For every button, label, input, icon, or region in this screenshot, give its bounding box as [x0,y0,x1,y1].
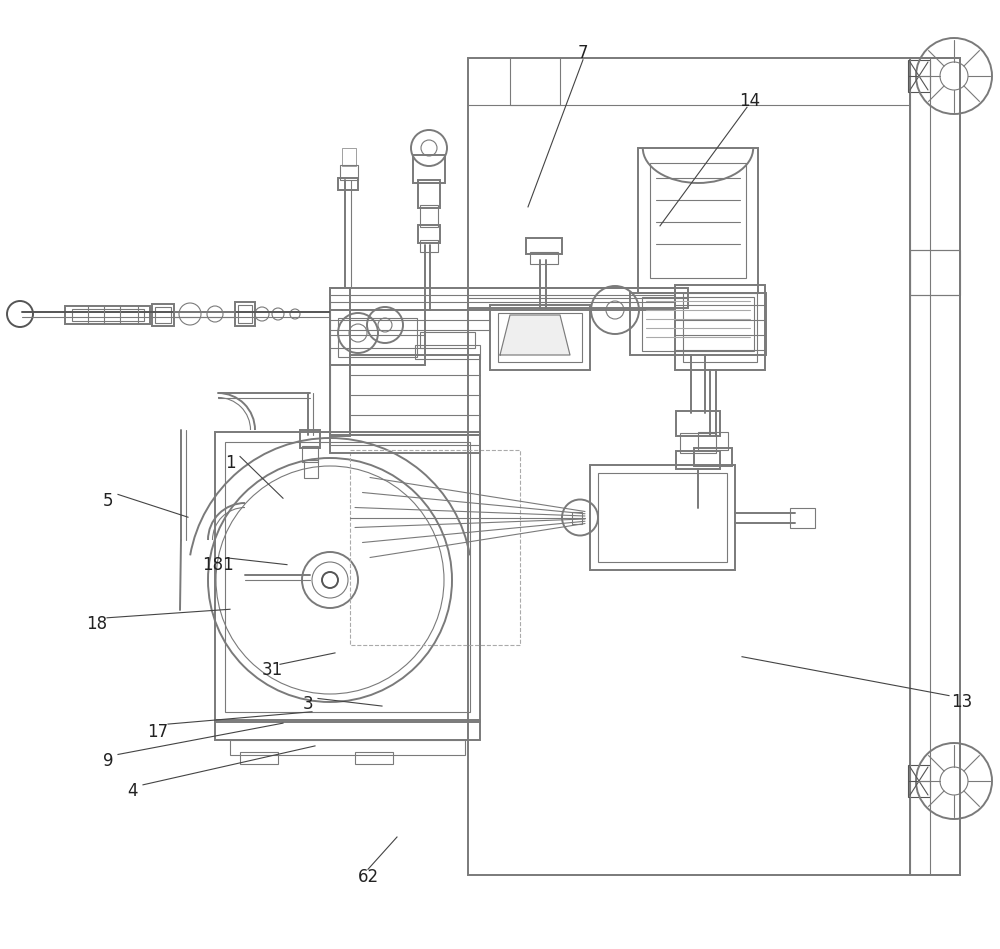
Text: 4: 4 [128,783,138,800]
Text: 5: 5 [103,493,113,510]
Bar [468,288,688,308]
Bar [420,332,475,348]
Text: 9: 9 [103,753,113,770]
Text: 31: 31 [261,661,283,679]
Bar [683,293,757,362]
Bar [675,285,765,370]
Bar [302,446,318,462]
Bar [418,180,440,208]
Bar [304,460,318,478]
Bar [642,297,754,351]
Bar [355,752,393,764]
Bar [590,465,735,570]
Bar [65,306,150,324]
Bar [468,58,960,875]
Text: 7: 7 [578,45,588,62]
Bar [910,250,960,295]
Bar [694,448,732,466]
Bar [418,225,440,243]
Bar [235,302,255,326]
Bar [572,512,582,524]
Bar [238,305,252,323]
Bar [330,435,480,453]
Bar [72,309,144,321]
Bar [300,430,320,448]
Text: 17: 17 [147,723,169,740]
Bar [910,58,960,875]
Bar [630,293,766,355]
Bar [342,148,356,166]
Bar [598,473,727,562]
Bar [350,450,520,645]
Polygon shape [500,315,570,355]
Bar [330,310,425,365]
Bar [215,720,480,740]
Bar [215,432,480,722]
Bar [790,508,815,528]
Bar [338,178,358,190]
Bar [650,163,746,278]
Bar [526,238,562,254]
Text: 62: 62 [357,868,379,885]
Bar [225,442,470,712]
Bar [498,313,582,362]
Text: 18: 18 [86,616,108,633]
Text: 3: 3 [303,696,313,713]
Bar [908,765,930,797]
Bar [490,305,590,370]
Bar [530,252,558,264]
Bar [338,318,417,357]
Bar [155,307,171,323]
Bar [350,355,480,435]
Text: 14: 14 [739,92,761,109]
Bar [413,155,445,183]
Bar [680,433,716,453]
Bar [415,345,480,359]
Bar [676,451,720,469]
Bar [420,240,438,252]
Bar [330,288,350,436]
Text: 181: 181 [202,556,234,573]
Bar [420,205,438,227]
Bar [152,304,174,326]
Text: 13: 13 [951,694,973,711]
Bar [340,165,358,180]
Text: 1: 1 [225,455,235,472]
Bar [240,752,278,764]
Bar [230,740,465,755]
Bar [638,148,758,293]
Bar [676,411,720,436]
Bar [908,60,930,92]
Bar [698,432,728,450]
Bar [330,288,675,310]
